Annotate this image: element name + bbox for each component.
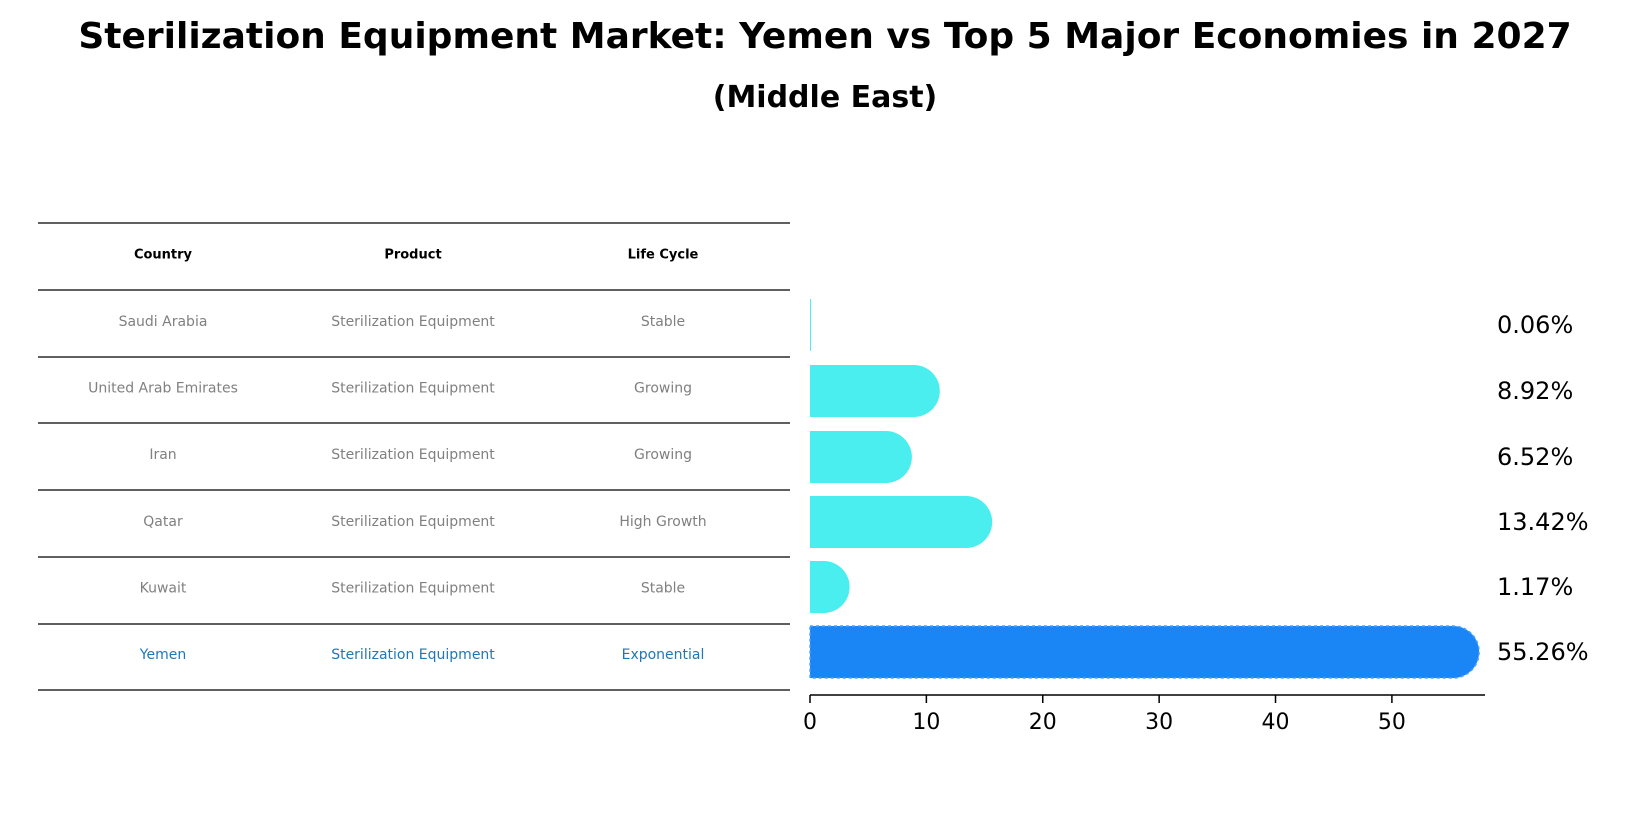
- table-cell-r0-c0: Saudi Arabia: [119, 314, 208, 330]
- table-cell-r2-c1: Sterilization Equipment: [331, 447, 495, 463]
- value-label-3: 13.42%: [1497, 508, 1589, 536]
- table-header-2: Life Cycle: [628, 248, 699, 263]
- table-header-1: Product: [384, 248, 441, 263]
- table-cell-r4-c1: Sterilization Equipment: [331, 580, 495, 596]
- bar-iran: [810, 431, 912, 483]
- table-cell-r4-c2: Stable: [641, 580, 685, 596]
- value-label-0: 0.06%: [1497, 311, 1573, 339]
- table-cell-r1-c1: Sterilization Equipment: [331, 381, 495, 397]
- x-tick-label-0: 0: [803, 710, 817, 735]
- data-table: Country Product Life Cycle Saudi Arabia Ster…: [38, 222, 790, 691]
- value-label-5: 55.26%: [1497, 638, 1589, 666]
- table-cell-r0-c2: Stable: [641, 314, 685, 330]
- x-tick-label-5: 50: [1378, 710, 1406, 735]
- table-cell-r2-c2: Growing: [634, 447, 692, 463]
- table-cell-r5-c1: Sterilization Equipment: [331, 647, 495, 663]
- table-cell-r5-c2: Exponential: [622, 647, 705, 663]
- bar-plot: 0.06% 8.92% 6.52% 13.42% 1.17% 55.26%: [809, 299, 1589, 679]
- x-axis: 0 10 20 30 40 50: [803, 694, 1485, 735]
- table-cell-r3-c1: Sterilization Equipment: [331, 514, 495, 530]
- table-cell-r2-c0: Iran: [149, 447, 176, 463]
- x-tick-label-2: 20: [1029, 710, 1057, 735]
- chart-subtitle: (Middle East): [712, 80, 938, 115]
- table-cell-r5-c0: Yemen: [139, 647, 186, 663]
- table-header-0: Country: [134, 248, 193, 263]
- table-cell-r1-c0: United Arab Emirates: [88, 381, 238, 397]
- table-cell-r1-c2: Growing: [634, 381, 692, 397]
- value-label-2: 6.52%: [1497, 443, 1573, 471]
- table-cell-r4-c0: Kuwait: [140, 580, 187, 596]
- table-cell-r3-c0: Qatar: [143, 514, 183, 530]
- bar-qatar: [810, 496, 993, 548]
- x-tick-label-4: 40: [1262, 710, 1290, 735]
- x-tick-label-1: 10: [912, 710, 940, 735]
- x-tick-label-3: 30: [1145, 710, 1173, 735]
- value-label-4: 1.17%: [1497, 573, 1573, 601]
- value-label-1: 8.92%: [1497, 377, 1573, 405]
- bar-united-arab-emirates: [810, 365, 940, 417]
- chart-title: Sterilization Equipment Market: Yemen vs…: [78, 16, 1572, 57]
- bar-kuwait: [810, 561, 850, 613]
- bar-yemen: [809, 625, 1480, 679]
- table-cell-r3-c2: High Growth: [619, 514, 706, 530]
- table-cell-r0-c1: Sterilization Equipment: [331, 314, 495, 330]
